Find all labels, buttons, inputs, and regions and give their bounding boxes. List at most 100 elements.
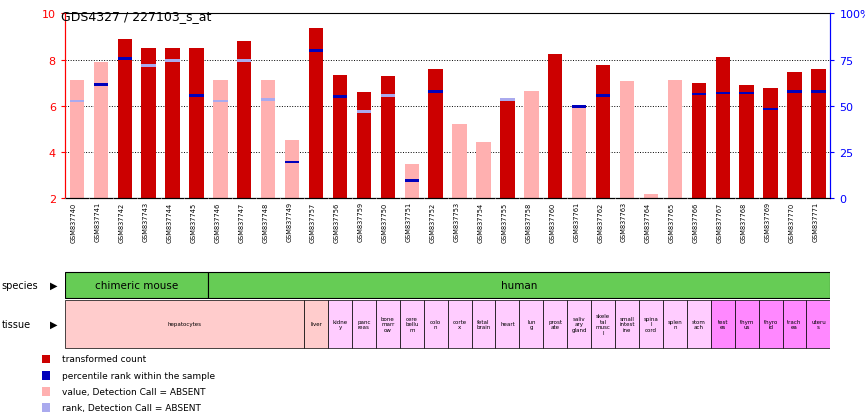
- Bar: [189, 95, 203, 97]
- Text: GSM837757: GSM837757: [310, 202, 316, 242]
- Bar: [477, 143, 490, 198]
- Bar: [328, 300, 352, 349]
- Bar: [620, 82, 634, 198]
- Bar: [309, 29, 324, 198]
- Bar: [692, 83, 706, 198]
- Text: percentile rank within the sample: percentile rank within the sample: [62, 371, 215, 380]
- Bar: [356, 111, 371, 114]
- Bar: [42, 387, 50, 396]
- Bar: [572, 109, 586, 198]
- Bar: [428, 91, 443, 94]
- Text: GSM837764: GSM837764: [645, 202, 651, 242]
- Bar: [424, 300, 448, 349]
- Text: GSM837770: GSM837770: [789, 202, 795, 242]
- Bar: [572, 106, 586, 109]
- Text: GSM837742: GSM837742: [119, 202, 125, 242]
- Bar: [591, 300, 615, 349]
- Bar: [333, 96, 347, 99]
- Bar: [500, 100, 515, 198]
- Text: GSM837756: GSM837756: [334, 202, 340, 242]
- Bar: [644, 195, 658, 198]
- Bar: [42, 404, 50, 412]
- Bar: [189, 49, 203, 198]
- Text: bone
marr
ow: bone marr ow: [381, 316, 394, 332]
- Bar: [764, 109, 778, 111]
- Text: GSM837746: GSM837746: [215, 202, 221, 242]
- Bar: [381, 95, 395, 97]
- Text: GSM837763: GSM837763: [621, 202, 627, 242]
- Bar: [448, 300, 471, 349]
- Text: test
es: test es: [717, 319, 728, 330]
- Text: stom
ach: stom ach: [692, 319, 706, 330]
- Bar: [356, 93, 371, 198]
- Bar: [285, 141, 299, 198]
- Bar: [687, 300, 711, 349]
- Bar: [663, 300, 687, 349]
- Text: GSM837753: GSM837753: [453, 202, 459, 242]
- Bar: [524, 91, 539, 198]
- Bar: [764, 89, 778, 198]
- Text: colo
n: colo n: [430, 319, 441, 330]
- Text: GSM837767: GSM837767: [717, 202, 723, 242]
- Text: GSM837749: GSM837749: [286, 202, 292, 242]
- Text: GSM837748: GSM837748: [262, 202, 268, 242]
- Bar: [596, 66, 611, 198]
- Text: splen
n: splen n: [668, 319, 682, 330]
- Bar: [93, 84, 108, 87]
- Text: GSM837745: GSM837745: [190, 202, 196, 242]
- Bar: [261, 81, 275, 198]
- Bar: [740, 85, 754, 198]
- Text: GDS4327 / 227103_s_at: GDS4327 / 227103_s_at: [61, 10, 211, 23]
- Text: ▶: ▶: [50, 319, 58, 329]
- Bar: [405, 165, 419, 198]
- Bar: [783, 300, 806, 349]
- Bar: [668, 81, 682, 198]
- Text: GSM837750: GSM837750: [381, 202, 388, 242]
- Bar: [237, 60, 252, 63]
- Text: GSM837740: GSM837740: [71, 202, 77, 242]
- Bar: [165, 60, 180, 63]
- Text: GSM837744: GSM837744: [167, 202, 172, 242]
- Bar: [285, 161, 299, 164]
- Text: lun
g: lun g: [527, 319, 535, 330]
- Bar: [352, 300, 376, 349]
- Bar: [142, 49, 156, 198]
- Bar: [428, 70, 443, 198]
- Bar: [567, 300, 591, 349]
- Bar: [304, 300, 328, 349]
- Bar: [381, 76, 395, 198]
- Text: GSM837741: GSM837741: [95, 202, 100, 242]
- Text: hepatocytes: hepatocytes: [168, 322, 202, 327]
- Bar: [787, 91, 802, 94]
- Text: thym
us: thym us: [740, 319, 754, 330]
- Text: saliv
ary
gland: saliv ary gland: [572, 316, 587, 332]
- Text: skele
tal
musc
l: skele tal musc l: [596, 313, 611, 335]
- Bar: [711, 300, 734, 349]
- Text: liver: liver: [311, 322, 322, 327]
- Text: GSM837752: GSM837752: [430, 202, 436, 242]
- Text: heart: heart: [500, 322, 515, 327]
- Bar: [93, 63, 108, 198]
- Bar: [692, 93, 706, 96]
- Bar: [42, 371, 50, 380]
- Text: ▶: ▶: [50, 280, 58, 290]
- Bar: [811, 91, 825, 94]
- Text: value, Detection Call = ABSENT: value, Detection Call = ABSENT: [62, 387, 206, 396]
- Text: GSM837768: GSM837768: [740, 202, 746, 242]
- Text: cere
bellu
m: cere bellu m: [405, 316, 419, 332]
- Text: GSM837769: GSM837769: [765, 202, 771, 242]
- Bar: [165, 49, 180, 198]
- Bar: [496, 300, 519, 349]
- Bar: [208, 272, 830, 298]
- Bar: [237, 42, 252, 198]
- Text: fetal
brain: fetal brain: [477, 319, 490, 330]
- Bar: [715, 58, 730, 198]
- Text: tissue: tissue: [2, 319, 31, 329]
- Bar: [70, 100, 84, 103]
- Text: GSM837759: GSM837759: [358, 202, 364, 242]
- Bar: [70, 81, 84, 198]
- Bar: [42, 355, 50, 363]
- Bar: [213, 100, 227, 103]
- Bar: [806, 300, 830, 349]
- Text: prost
ate: prost ate: [548, 319, 562, 330]
